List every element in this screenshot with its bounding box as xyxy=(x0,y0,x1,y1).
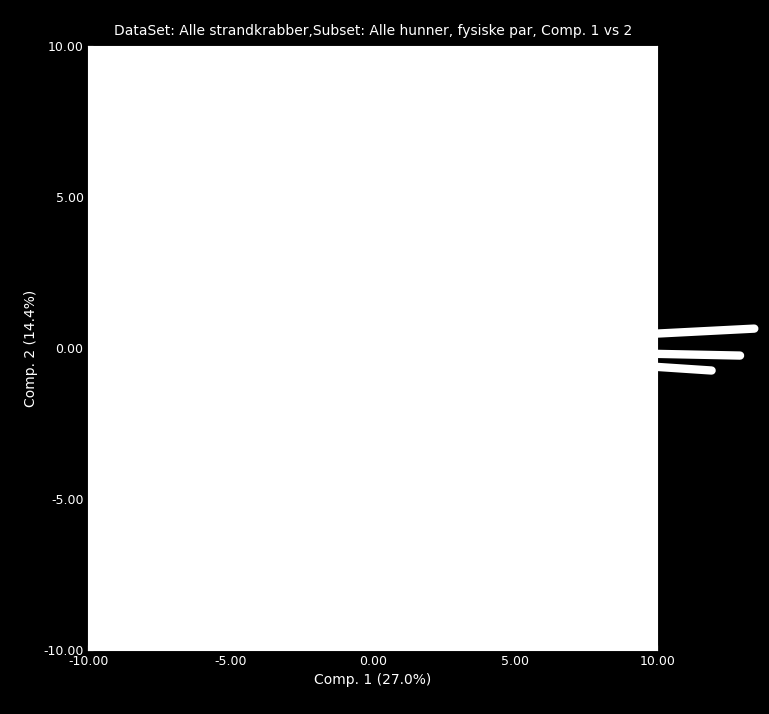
Y-axis label: Comp. 2 (14.4%): Comp. 2 (14.4%) xyxy=(24,289,38,407)
X-axis label: Comp. 1 (27.0%): Comp. 1 (27.0%) xyxy=(315,673,431,687)
Title: DataSet: Alle strandkrabber,Subset: Alle hunner, fysiske par, Comp. 1 vs 2: DataSet: Alle strandkrabber,Subset: Alle… xyxy=(114,24,632,39)
